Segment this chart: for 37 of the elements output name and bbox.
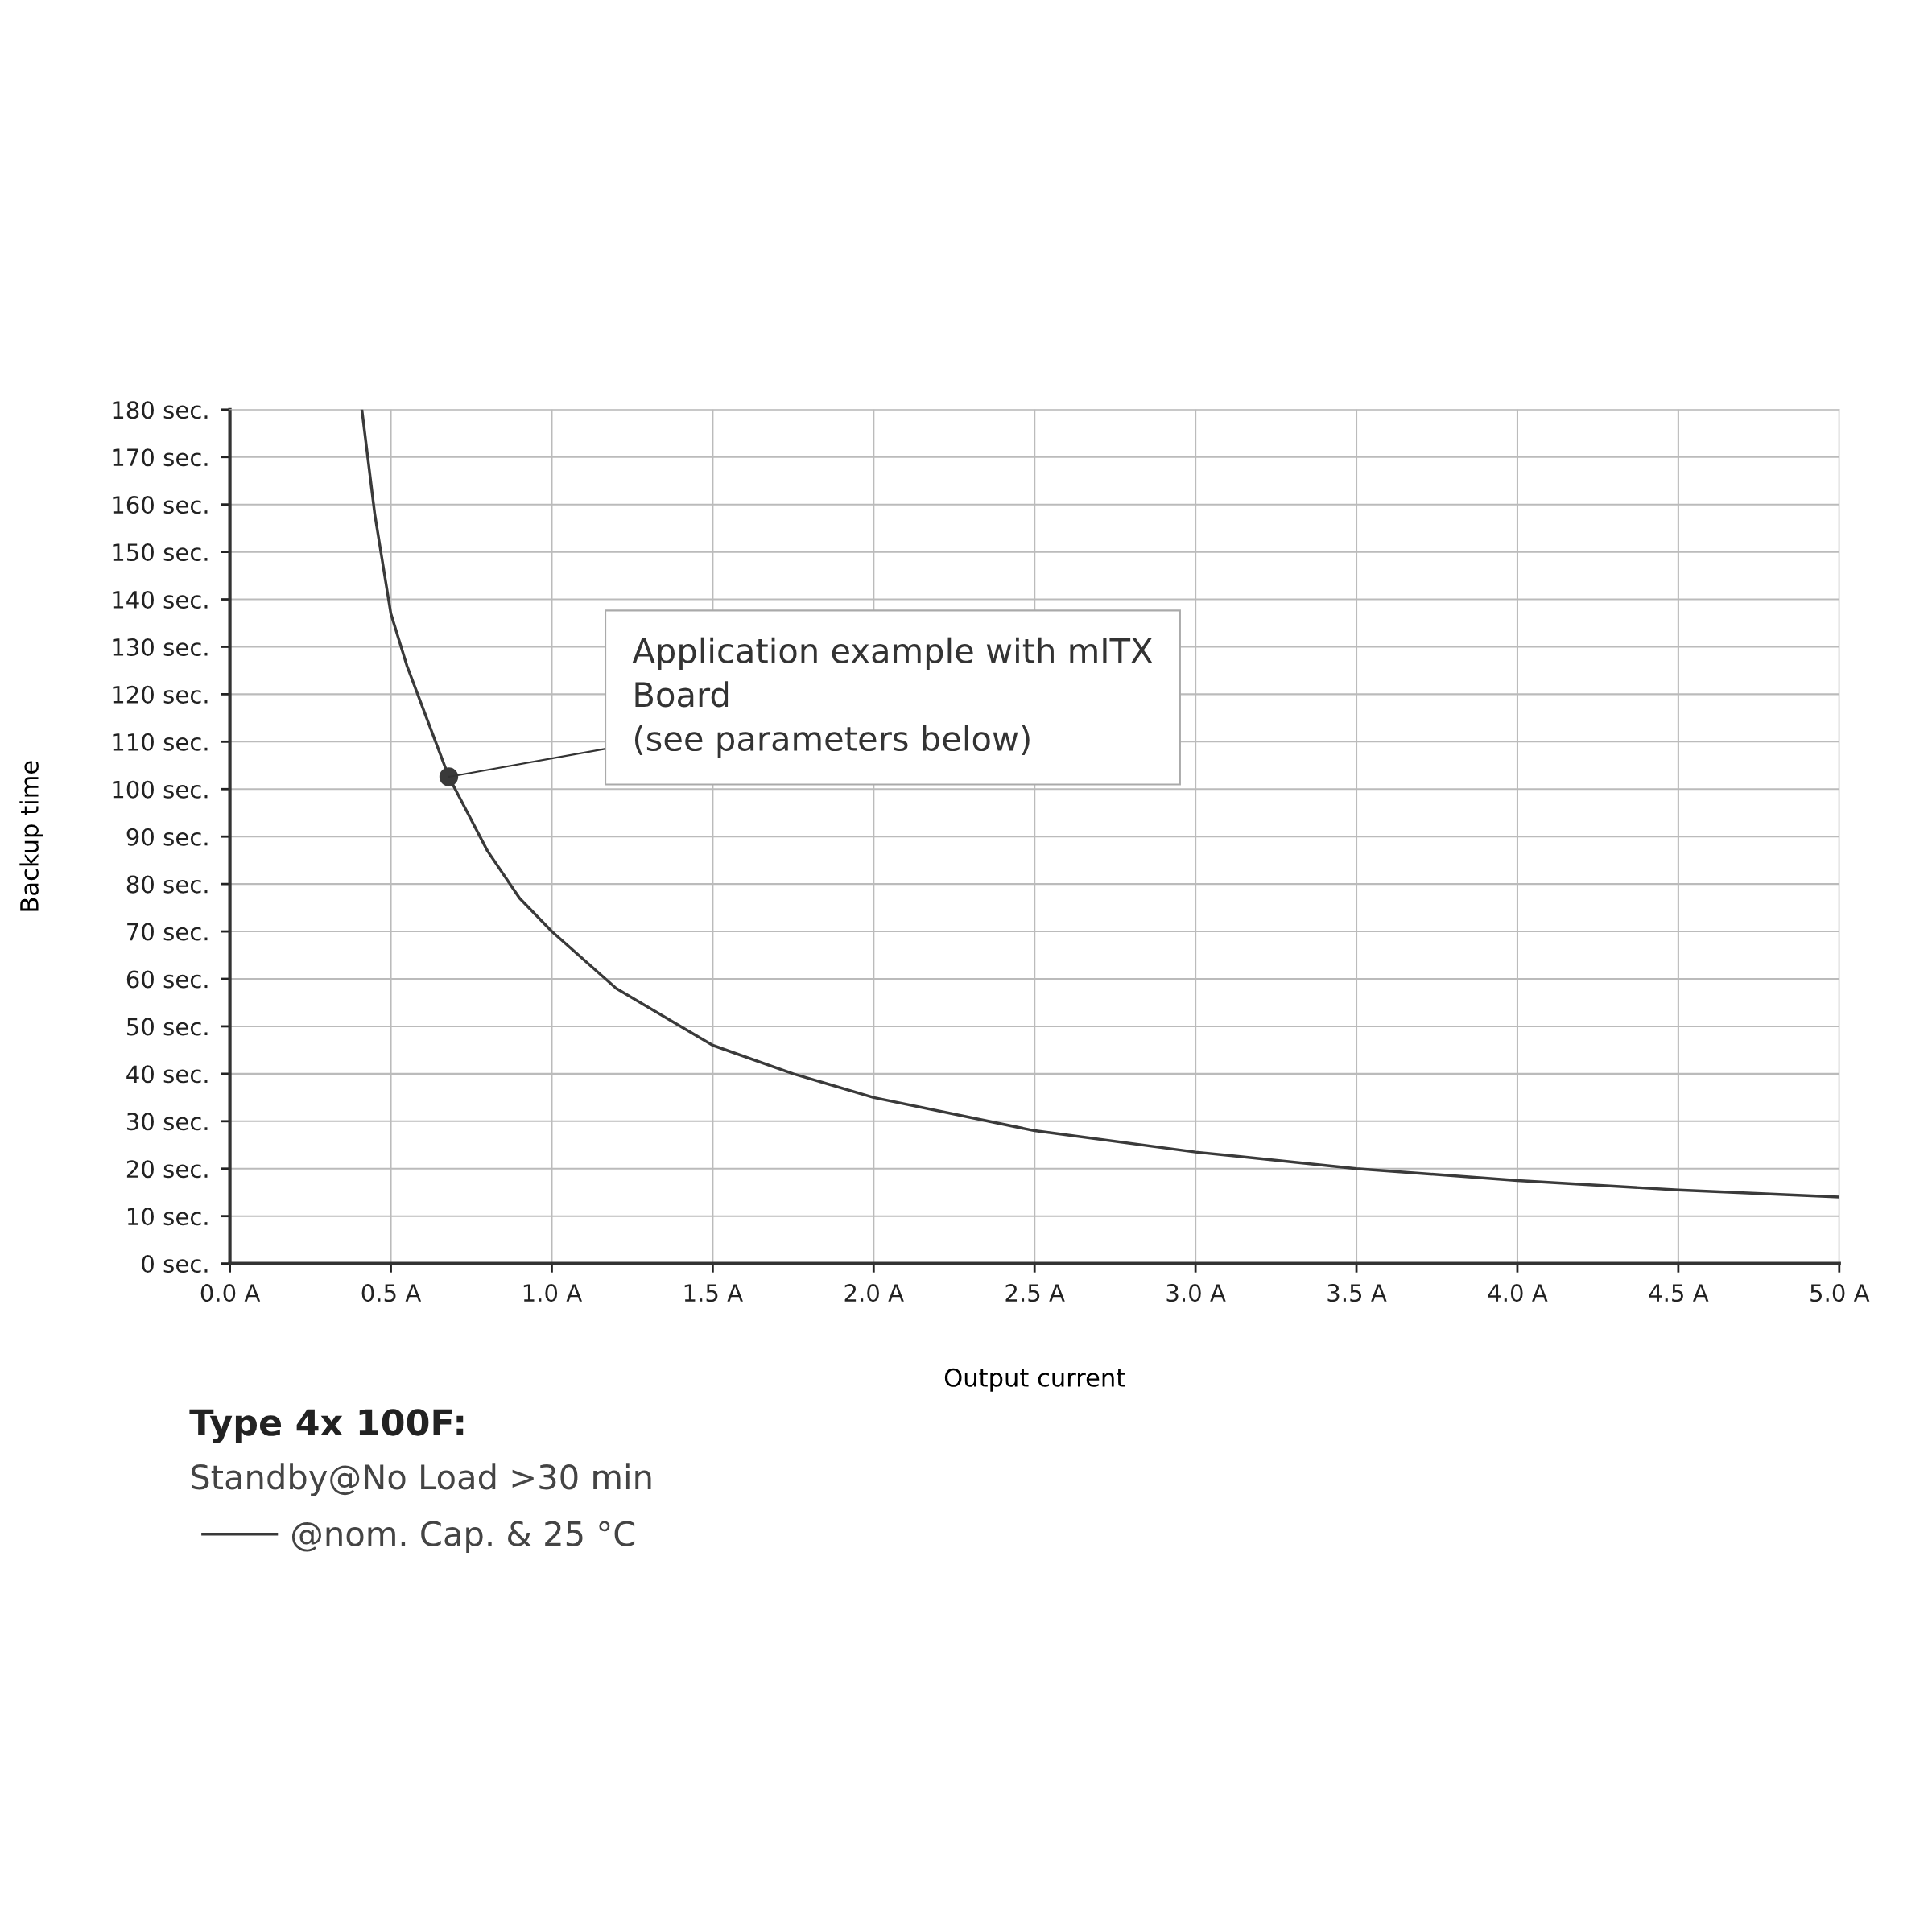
line-series xyxy=(360,409,1839,1199)
y-tick-label: 30 sec. xyxy=(126,1113,208,1131)
x-tick-label: 3.0 A xyxy=(1166,1284,1226,1302)
y-tick-label: 170 sec. xyxy=(113,448,208,467)
text: Type 4x 100F: xyxy=(189,1409,464,1443)
y-tick-label: 140 sec. xyxy=(113,590,208,609)
x-tick-label: 4.0 A xyxy=(1488,1284,1548,1302)
y-tick-label: 110 sec. xyxy=(113,733,208,751)
y-tick-label: 20 sec. xyxy=(126,1160,208,1179)
y-tick-label: 70 sec. xyxy=(127,923,208,941)
x-tick-label: 1.5 A xyxy=(684,1284,743,1302)
y-tick-label: 150 sec. xyxy=(113,543,208,562)
y-tick-label: 90 sec. xyxy=(126,828,208,846)
y-tick-label: 80 sec. xyxy=(126,875,208,894)
annotation: Application example with mITX Board (see parameters below) xyxy=(632,637,1153,758)
x-tick-label: 3.5 A xyxy=(1327,1284,1387,1302)
y-tick-label: 160 sec. xyxy=(113,496,208,514)
text: Standby@No Load >30 min xyxy=(191,1463,651,1496)
x-tick-label: 1.0 A xyxy=(523,1284,582,1302)
x-tick-label: 2.5 A xyxy=(1005,1284,1065,1302)
y-tick-label: 0 sec. xyxy=(142,1255,208,1274)
y-tick-label: 100 sec. xyxy=(113,780,208,799)
x-tick-label: 0.0 A xyxy=(200,1284,261,1302)
legend-label: @nom. Cap. & 25 °C xyxy=(291,1521,635,1553)
y-tick-label: 130 sec. xyxy=(113,638,208,656)
y-tick-label: 60 sec. xyxy=(126,970,208,989)
y-axis-title: Backup time xyxy=(19,761,43,911)
x-tick-label: 2.0 A xyxy=(844,1284,904,1302)
x-tick-label: 5.0 A xyxy=(1810,1284,1870,1302)
x-tick-label: 0.5 A xyxy=(361,1284,422,1302)
y-tick-label: 40 sec. xyxy=(126,1065,208,1084)
x-tick-label: 4.5 A xyxy=(1649,1284,1709,1302)
y-tick-label: 50 sec. xyxy=(127,1018,208,1036)
y-tick-label: 180 sec. xyxy=(113,401,208,419)
y-tick-label: 10 sec. xyxy=(127,1208,208,1226)
y-tick-label: 120 sec. xyxy=(113,685,208,704)
x-axis-title: Output current xyxy=(944,1368,1125,1392)
